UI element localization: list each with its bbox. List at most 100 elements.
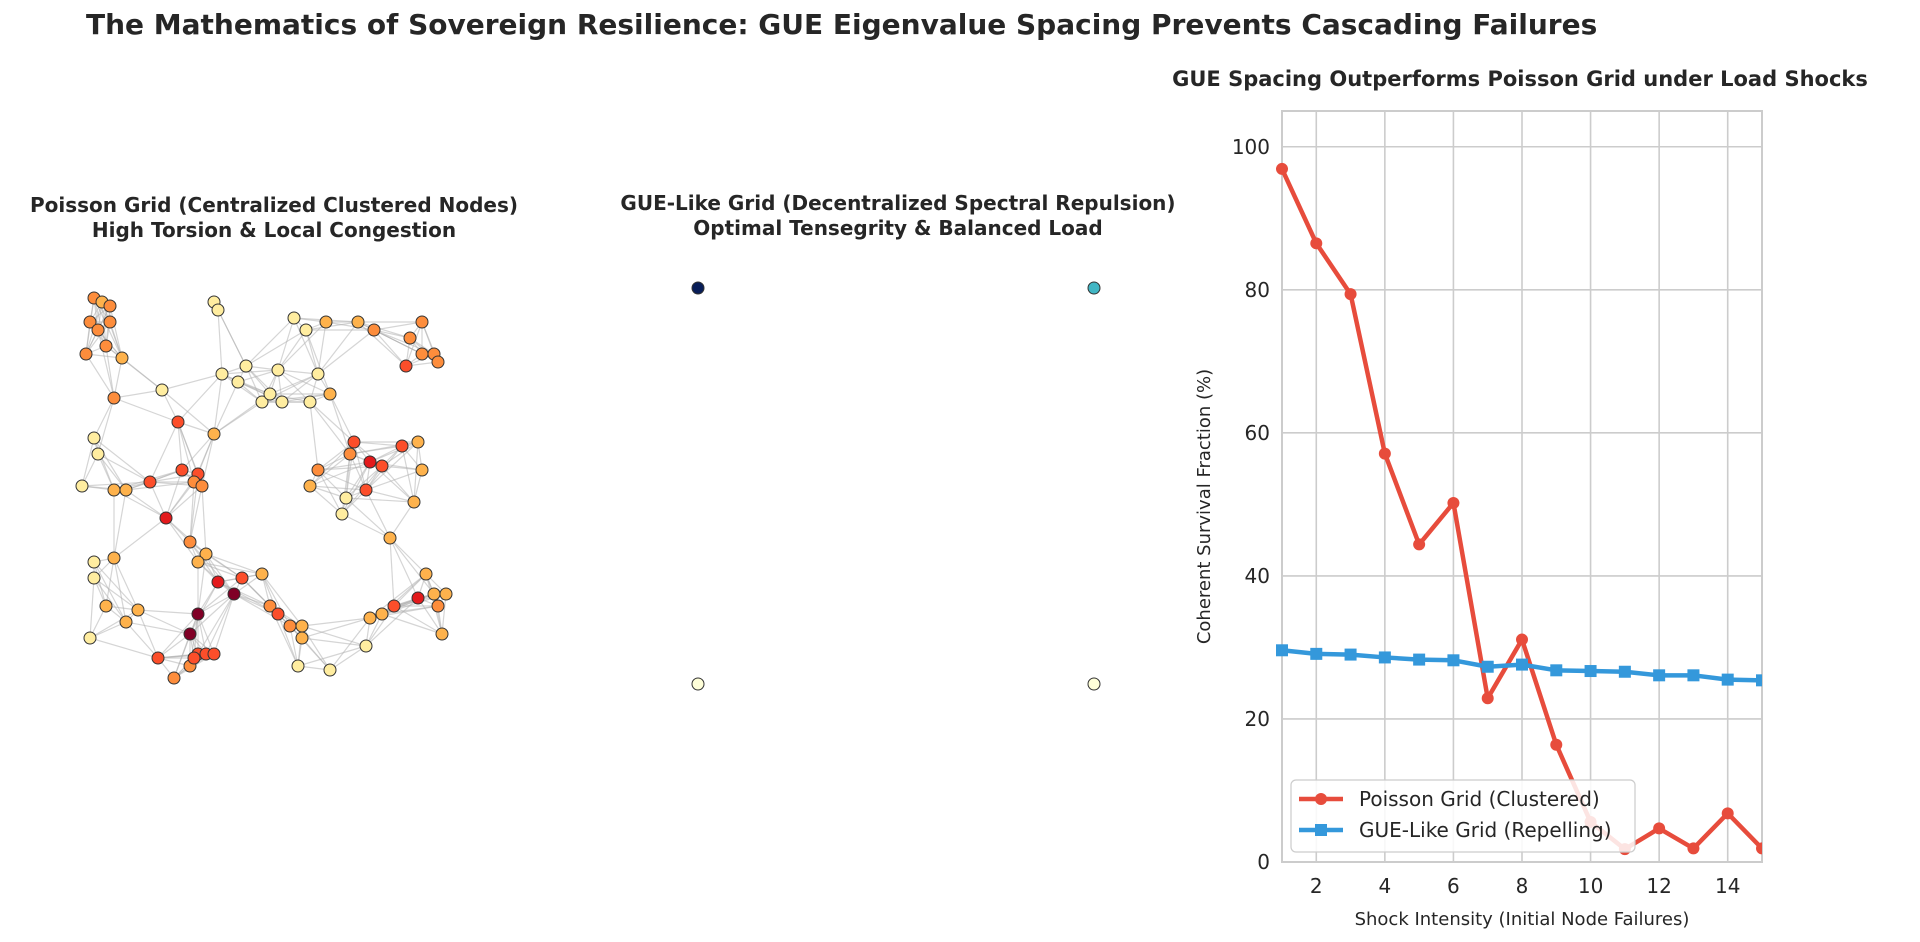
network-edge <box>189 485 203 543</box>
network-node <box>303 479 317 493</box>
gue-network-panel <box>691 281 1101 691</box>
network-edge <box>309 401 351 455</box>
network-edge <box>201 433 215 487</box>
network-node <box>351 315 365 329</box>
network-node <box>335 507 349 521</box>
network-edge <box>381 465 415 503</box>
network-node <box>363 455 377 469</box>
network-node <box>151 651 165 665</box>
poisson-title-line1: Poisson Grid (Centralized Clustered Node… <box>29 193 519 217</box>
network-edge <box>177 373 223 423</box>
network-edge <box>113 397 179 423</box>
gue-data-point <box>1344 648 1357 661</box>
network-edge <box>329 393 355 443</box>
network-node <box>183 627 197 641</box>
y-tick-label: 80 <box>1245 278 1270 302</box>
network-edge <box>213 381 239 435</box>
network-edge <box>97 453 151 483</box>
network-edge <box>309 485 367 491</box>
poisson-panel-title: Poisson Grid (Centralized Clustered Node… <box>0 193 548 243</box>
network-edge <box>277 613 299 667</box>
network-edge <box>217 309 223 375</box>
network-node <box>359 483 373 497</box>
network-node <box>91 447 105 461</box>
network-edge <box>393 605 443 635</box>
y-axis-label: Coherent Survival Fraction (%) <box>1194 369 1215 644</box>
network-node <box>411 591 425 605</box>
network-edge <box>105 557 115 607</box>
poisson-title-line2: High Torsion & Local Congestion <box>91 218 457 242</box>
network-edge <box>261 573 303 627</box>
network-node <box>375 459 389 473</box>
x-tick-label: 4 <box>1378 874 1391 898</box>
network-node <box>87 555 101 569</box>
network-node <box>323 387 337 401</box>
network-node <box>115 351 129 365</box>
network-node <box>99 339 113 353</box>
network-node <box>171 415 185 429</box>
network-node <box>427 587 441 601</box>
network-edge <box>373 321 423 331</box>
network-edge <box>329 617 371 671</box>
network-node <box>107 391 121 405</box>
x-axis-label: Shock Intensity (Initial Node Failures) <box>1355 909 1690 930</box>
network-edge <box>305 329 331 395</box>
plot-frame <box>1281 110 1763 863</box>
network-node <box>415 463 429 477</box>
network-edge <box>345 461 371 499</box>
network-edge <box>89 609 139 639</box>
x-tick-label: 12 <box>1646 874 1671 898</box>
network-edge <box>277 369 319 375</box>
network-edge <box>197 577 243 615</box>
network-edge <box>389 537 395 607</box>
network-edge <box>329 393 351 455</box>
shock-line-chart: 2 4 6 8 10 12 14 0 20 40 60 80 100 Shock Intensity (I… <box>1194 110 1763 930</box>
network-edge <box>165 469 183 519</box>
network-edge <box>353 441 367 491</box>
network-edge <box>269 393 311 403</box>
network-edge <box>113 517 167 559</box>
network-edge <box>305 321 359 331</box>
network-node <box>343 447 357 461</box>
network-edge <box>165 517 199 563</box>
network-edge <box>345 497 415 503</box>
network-node <box>263 599 277 613</box>
network-edge <box>165 485 203 519</box>
network-node <box>323 663 337 677</box>
network-edge <box>329 645 367 671</box>
y-tick-label: 20 <box>1245 707 1270 731</box>
network-node <box>395 439 409 453</box>
network-node <box>415 347 429 361</box>
poisson-data-point <box>1481 692 1494 705</box>
legend-box <box>1290 779 1636 853</box>
network-edge <box>357 321 411 339</box>
network-edge <box>217 309 247 367</box>
network-edge <box>89 577 95 639</box>
network-edge <box>205 553 263 575</box>
network-edge <box>309 453 351 487</box>
network-edge <box>301 617 371 639</box>
network-edge <box>81 437 95 487</box>
network-edge <box>277 321 327 371</box>
network-edge <box>189 481 195 543</box>
network-node <box>439 587 453 601</box>
gue-data-point <box>1721 673 1734 686</box>
network-edge <box>125 481 195 491</box>
y-tick-label: 0 <box>1257 850 1270 874</box>
gue-data-point <box>1447 654 1460 667</box>
network-node <box>83 631 97 645</box>
gue-data-point <box>1413 653 1426 666</box>
network-edge <box>389 537 435 595</box>
poisson-data-point <box>1276 162 1288 175</box>
poisson-data-point <box>1653 822 1666 835</box>
network-edge <box>161 389 215 435</box>
network-edge <box>349 453 367 491</box>
network-node <box>1087 677 1101 691</box>
network-node <box>431 355 445 369</box>
network-edge <box>93 437 151 483</box>
network-edge <box>365 489 391 539</box>
network-node <box>103 315 117 329</box>
x-tick-label: 8 <box>1516 874 1529 898</box>
network-edge <box>305 329 319 375</box>
